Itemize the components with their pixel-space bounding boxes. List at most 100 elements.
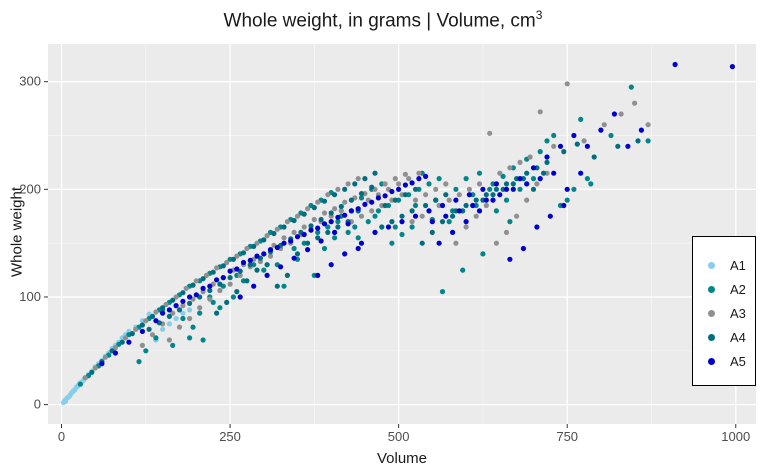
x-tick-label: 1000 (721, 429, 750, 444)
data-point (615, 143, 621, 149)
data-point (591, 154, 597, 160)
data-point (342, 186, 348, 192)
data-point (281, 235, 287, 241)
data-point (210, 299, 216, 305)
data-point (214, 277, 220, 283)
data-point (476, 170, 483, 176)
data-point (251, 243, 257, 249)
data-point (419, 240, 425, 246)
data-point (166, 337, 172, 343)
data-point (389, 219, 395, 225)
data-point (328, 262, 334, 268)
data-point (463, 176, 469, 182)
data-point (429, 229, 435, 235)
data-point (409, 180, 415, 186)
legend-key-a4 (708, 334, 715, 341)
data-point (301, 224, 307, 230)
data-point (365, 219, 371, 225)
legend-label-a3: A3 (730, 306, 746, 321)
data-point (638, 127, 645, 133)
data-point (267, 253, 274, 259)
data-point (372, 170, 378, 176)
data-point (274, 244, 280, 251)
data-point (187, 335, 193, 341)
data-point (200, 337, 206, 343)
data-point (493, 240, 499, 246)
data-point (321, 210, 328, 216)
data-point (210, 269, 216, 275)
data-point (261, 267, 267, 273)
data-point (149, 332, 156, 338)
data-point (214, 310, 220, 316)
data-point (288, 238, 294, 244)
data-point (281, 224, 287, 230)
data-point (332, 235, 338, 241)
data-point (183, 285, 189, 291)
data-point (355, 176, 361, 182)
data-point (402, 182, 408, 188)
data-point (392, 197, 398, 203)
y-tick-label: 0 (34, 397, 41, 412)
data-point (180, 298, 186, 304)
data-point (399, 219, 405, 225)
data-point (345, 181, 351, 187)
data-point (463, 202, 469, 209)
data-point (315, 229, 321, 235)
data-point (352, 224, 358, 230)
data-point (632, 100, 638, 106)
data-point (200, 285, 206, 291)
data-point (244, 245, 250, 252)
data-point (321, 245, 328, 252)
data-point (466, 186, 472, 192)
data-point (396, 186, 402, 192)
data-point (332, 192, 338, 198)
data-point (362, 176, 368, 182)
data-point (136, 359, 142, 365)
data-point (311, 205, 317, 211)
grid-lines (48, 44, 756, 424)
data-point (544, 154, 550, 160)
data-point (214, 265, 220, 271)
data-point (187, 315, 193, 322)
data-point (271, 230, 277, 237)
data-point (315, 199, 321, 205)
data-point (335, 214, 341, 220)
data-point (166, 307, 172, 313)
legend-item-a3: A3 (693, 303, 755, 327)
data-point (392, 176, 398, 182)
data-point (524, 181, 530, 187)
data-point (534, 181, 540, 187)
data-point (510, 181, 516, 187)
data-point (396, 181, 402, 187)
data-point (433, 197, 439, 203)
data-point (537, 149, 543, 155)
data-point (187, 300, 193, 306)
data-point (70, 389, 76, 395)
data-point (281, 240, 287, 246)
data-point (382, 202, 388, 209)
data-point (89, 369, 95, 375)
data-point (305, 247, 311, 253)
data-point (645, 138, 651, 144)
data-point (264, 262, 270, 268)
data-point (247, 262, 253, 268)
data-point (170, 297, 176, 303)
data-point (433, 186, 439, 192)
data-point (483, 197, 489, 203)
data-point (315, 272, 321, 278)
data-point (203, 272, 210, 278)
data-point (399, 231, 405, 238)
data-point (497, 170, 503, 176)
data-point (332, 206, 338, 212)
data-point (392, 224, 398, 230)
data-point (635, 138, 641, 144)
data-point (412, 186, 419, 192)
data-point (176, 324, 183, 330)
data-point (160, 305, 166, 311)
data-point (342, 199, 348, 205)
data-point (230, 294, 236, 300)
data-point (190, 282, 196, 288)
data-point (261, 237, 267, 243)
